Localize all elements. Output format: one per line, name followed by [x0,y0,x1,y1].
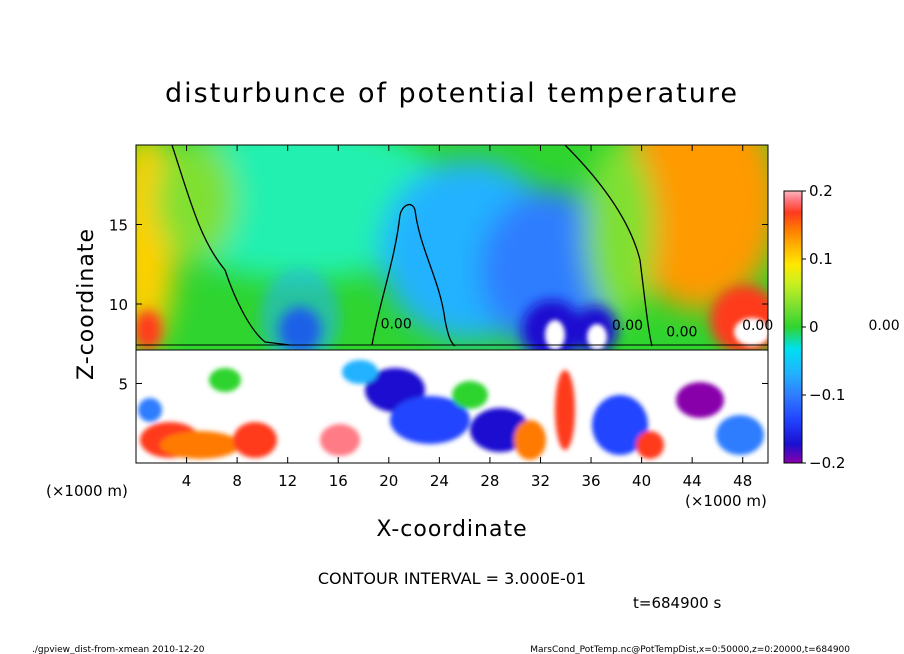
y-axis: 5 10 15 [109,217,768,394]
footer-left: ./gpview_dist-from-xmean 2010-12-20 [32,645,205,654]
contour-label: 0.00 [612,318,643,334]
colorbar-tick-label: 0.1 [809,250,833,268]
x-tick-label: 12 [278,472,297,490]
time-label: t=684900 s [633,594,721,612]
heatmap-field [136,145,768,463]
x-tick-label: 16 [329,472,348,490]
x-tick-label: 44 [683,472,702,490]
contour-label: 0.00 [381,316,412,332]
x-tick-label: 20 [379,472,398,490]
x-tick-label: 36 [581,472,600,490]
contour-lines [136,145,768,351]
x-tick-label: 32 [531,472,550,490]
contour-label: 0.00 [666,324,697,340]
colorbar-tick-label: 0 [809,318,819,336]
x-tick-label: 48 [733,472,752,490]
colorbar-tick-label: 0.2 [809,182,833,200]
chart-title: disturbunce of potential temperature [165,78,739,109]
contour-label: 0.00 [742,318,773,334]
x-tick-label: 40 [632,472,651,490]
x-tick-label: 24 [430,472,449,490]
footer-right: MarsCond_PotTemp.nc@PotTempDist,x=0:5000… [530,645,850,654]
y-tick-label: 10 [109,296,128,314]
colorbar-ticks: 0.2 0.1 0 −0.1 −0.2 [802,182,845,472]
colorbar-tick-label: −0.2 [809,454,845,472]
x-tick-label: 28 [480,472,499,490]
y-axis-label: Z-coordinate [74,228,99,380]
x-unit-right: (×1000 m) [685,492,767,510]
colorbar [783,190,803,464]
x-axis-label: X-coordinate [376,517,527,542]
x-tick-label: 4 [182,472,192,490]
x-unit-left: (×1000 m) [46,482,128,500]
contour-labels: 0.00 0.00 0.00 0.00 0.00 [381,316,900,340]
x-axis: 4 8 12 16 20 24 28 32 36 40 44 48 [182,145,752,490]
colorbar-tick-label: −0.1 [809,386,845,404]
contour-label: 0.00 [868,318,899,334]
y-tick-label: 15 [109,217,128,235]
x-tick-label: 8 [232,472,242,490]
contour-interval-annotation: CONTOUR INTERVAL = 3.000E-01 [318,569,586,588]
y-tick-label: 5 [118,376,128,394]
